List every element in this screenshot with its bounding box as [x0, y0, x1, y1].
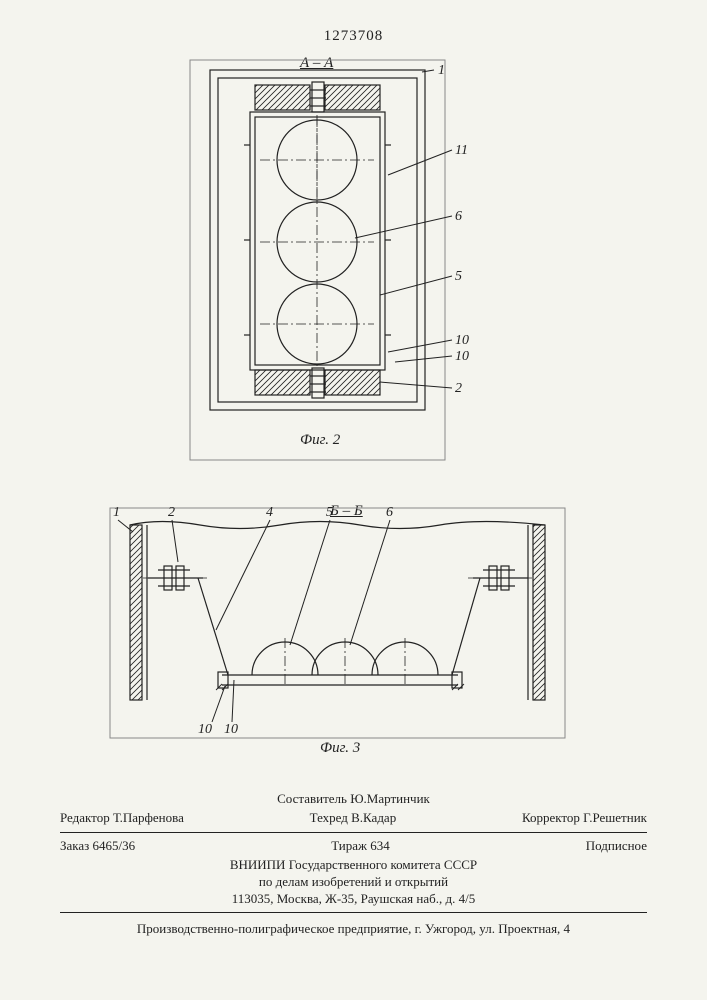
fig2-callout-5: 5: [455, 269, 462, 285]
fig2-drawing: [0, 0, 707, 470]
fig3-caption: Фиг. 3: [320, 740, 360, 757]
fig3-callout-5: 5: [326, 505, 333, 521]
footer-tirage: Тираж 634: [331, 838, 390, 854]
fig2-callout-2: 2: [455, 381, 462, 397]
footer-org3: 113035, Москва, Ж-35, Раушская наб., д. …: [60, 890, 647, 909]
fig2-caption: Фиг. 2: [300, 432, 340, 449]
footer-compiler: Составитель Ю.Мартинчик: [60, 790, 647, 809]
footer-corrector: Корректор Г.Решетник: [522, 810, 647, 826]
fig3-callout-10b: 10: [224, 722, 238, 738]
footer-order: Заказ 6465/36: [60, 838, 135, 854]
fig3-callout-2: 2: [168, 505, 175, 521]
fig3-callout-1: 1: [113, 505, 120, 521]
fig3-callout-10a: 10: [198, 722, 212, 738]
footer-rule-1: [60, 832, 647, 833]
fig2-callout-1: 1: [438, 63, 445, 79]
fig2-callout-6: 6: [455, 209, 462, 225]
footer-signed: Подписное: [586, 838, 647, 854]
fig3-callout-6: 6: [386, 505, 393, 521]
footer-editor: Редактор Т.Парфенова: [60, 810, 184, 826]
footer-techred: Техред В.Кадар: [310, 810, 397, 826]
footer-rule-2: [60, 912, 647, 913]
fig2-callout-10b: 10: [455, 349, 469, 365]
footer-printer: Производственно-полиграфическое предприя…: [60, 920, 647, 939]
fig2-callout-10a: 10: [455, 333, 469, 349]
fig2-callout-11: 11: [455, 143, 468, 159]
fig3-callout-4: 4: [266, 505, 273, 521]
